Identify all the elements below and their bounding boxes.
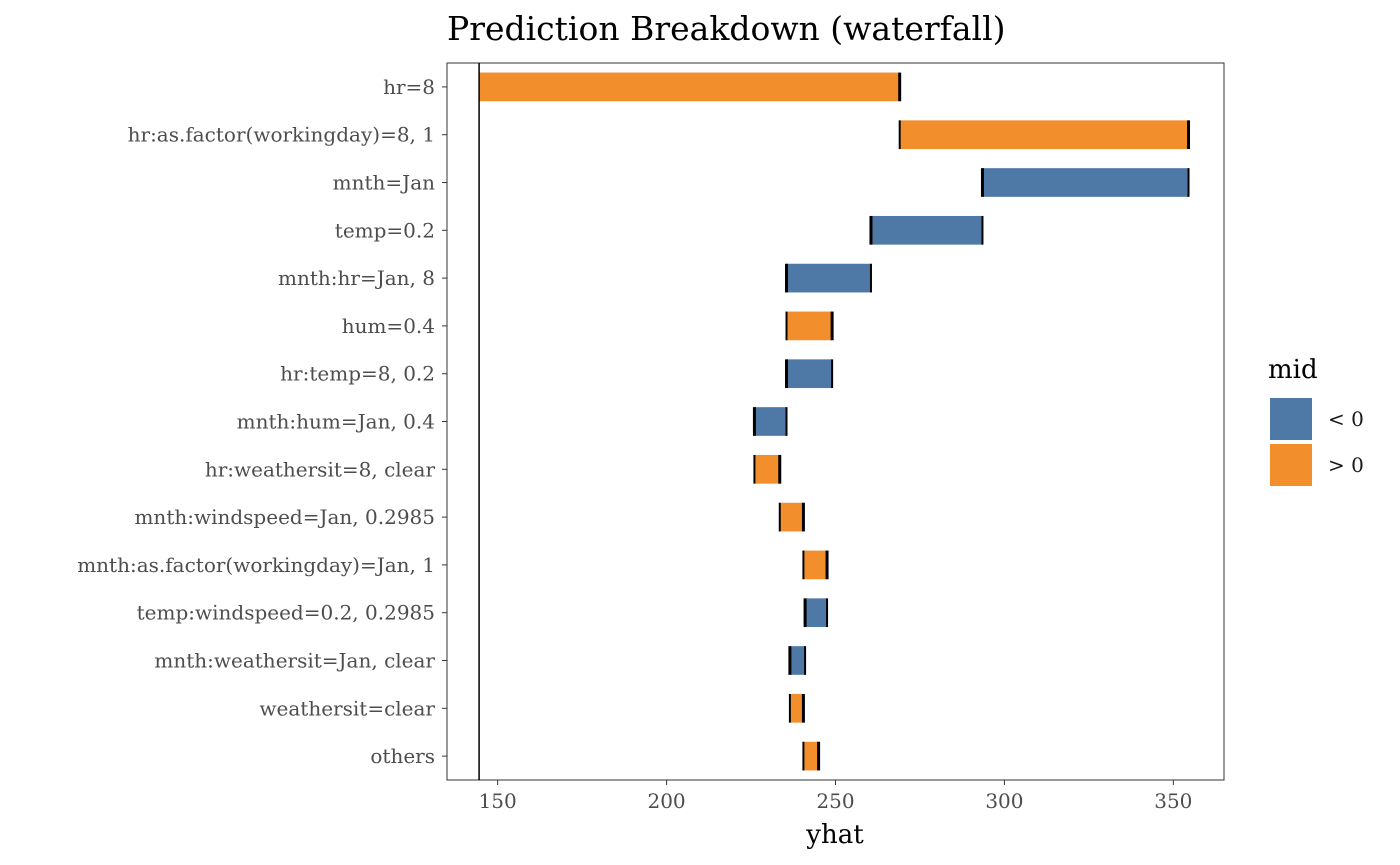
bar-5 [786,311,833,341]
bar-0 [479,72,900,102]
bar-9 [779,502,804,532]
x-tick-label-3: 300 [985,789,1023,813]
bar-2 [982,168,1189,197]
y-tick-label-0: hr=8 [383,75,435,99]
x-tick-label-2: 250 [816,789,854,813]
y-tick-label-8: hr:weathersit=8, clear [205,457,436,481]
y-tick-label-11: temp:windspeed=0.2, 0.2985 [137,601,435,625]
legend: mid < 0 > 0 [1268,355,1364,486]
chart-title: Prediction Breakdown (waterfall) [447,9,1006,48]
y-tick-label-9: mnth:windspeed=Jan, 0.2985 [134,505,435,529]
y-tick-label-3: temp=0.2 [335,218,435,242]
y-tick-label-1: hr:as.factor(workingday)=8, 1 [128,123,435,147]
legend-title: mid [1268,355,1318,385]
bar-7 [754,407,787,436]
bar-13 [789,693,804,723]
bars-layer [478,63,1191,780]
bar-6 [786,359,833,389]
x-tick-label-4: 350 [1154,789,1192,813]
legend-swatch-1 [1270,444,1312,486]
y-tick-label-7: mnth:hum=Jan, 0.4 [237,410,435,434]
y-axis-labels: hr=8 hr:as.factor(workingday)=8, 1 mnth=Ja… [77,75,447,768]
bar-1 [899,120,1189,150]
y-tick-label-13: weathersit=clear [259,696,435,720]
x-axis-title: yhat [805,820,864,850]
y-tick-label-12: mnth:weathersit=Jan, clear [154,649,435,673]
y-tick-label-5: hum=0.4 [342,314,435,338]
y-tick-label-10: mnth:as.factor(workingday)=Jan, 1 [77,553,435,577]
x-tick-label-0: 150 [479,789,517,813]
bar-8 [754,454,780,484]
bar-11 [805,598,828,628]
y-tick-label-2: mnth=Jan [333,171,435,195]
bar-10 [803,550,828,580]
bar-12 [789,646,806,675]
y-tick-label-14: others [370,744,435,768]
bar-14 [803,741,819,771]
legend-label-1: > 0 [1328,453,1364,477]
y-tick-label-6: hr:temp=8, 0.2 [280,362,435,386]
x-axis: 150 200 250 300 350 [479,780,1192,813]
x-tick-label-1: 200 [647,789,685,813]
y-tick-label-4: mnth:hr=Jan, 8 [278,266,435,290]
legend-swatch-0 [1270,398,1312,440]
legend-label-0: < 0 [1328,407,1364,431]
bar-4 [786,263,871,293]
bar-3 [870,215,983,245]
